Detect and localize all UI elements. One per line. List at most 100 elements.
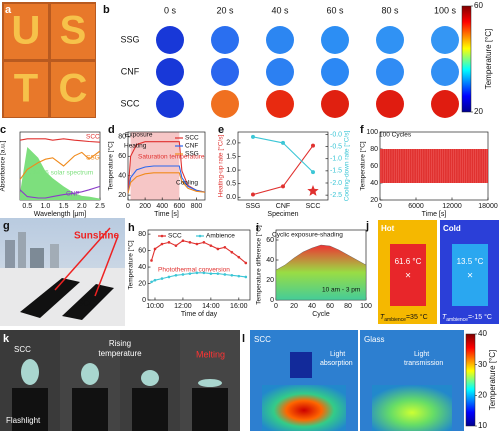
annotation: 100 Cycles — [379, 132, 412, 139]
x-tick-label: 200 — [139, 203, 151, 210]
letter-tiles: U S T C — [4, 4, 95, 117]
point — [188, 241, 192, 244]
colorbar-tick-label: 10 — [478, 421, 487, 430]
x-axis-label: Time [s] — [422, 211, 447, 218]
x-tick-label: 10:00 — [146, 303, 164, 310]
sample-disc — [156, 58, 184, 86]
y-tick-label: 100 — [366, 129, 378, 136]
sample-disc — [376, 26, 404, 54]
shape — [141, 370, 159, 386]
flashlight-photos — [0, 330, 240, 431]
y-tick-label: 1.0 — [226, 167, 236, 174]
y-tick-label: 20 — [118, 192, 126, 199]
legend-label: CNF — [185, 143, 198, 150]
ambient: Tambience=-15 °C — [442, 313, 492, 323]
y2-tick-label: -2.0 — [330, 180, 342, 187]
y-tick-label: 20 — [266, 277, 274, 284]
y-tick-label: 60 — [266, 237, 274, 244]
shape — [452, 244, 488, 306]
shape — [18, 232, 26, 270]
panel-label: f — [360, 124, 364, 136]
x-axis-label: Cycle — [312, 311, 330, 318]
point — [167, 241, 171, 244]
point — [223, 273, 227, 276]
annotation: Light — [414, 351, 429, 358]
point — [251, 134, 255, 139]
point — [244, 261, 248, 265]
y-tick-label: 60 — [138, 247, 146, 254]
shape — [50, 244, 59, 270]
y2-tick-label: -0.0 — [330, 131, 342, 138]
panel-label: a — [5, 4, 12, 16]
point — [202, 271, 206, 275]
series-label: AM1.5 solar spectrum — [30, 170, 93, 177]
point — [216, 247, 220, 251]
column-label: 100 s — [434, 5, 457, 15]
point — [167, 275, 171, 279]
marker: × — [467, 271, 473, 282]
y-tick-label: 0 — [270, 297, 274, 304]
colorbar-tick-label: 60 — [474, 1, 483, 10]
legend-dot — [198, 234, 202, 238]
panel-label: g — [3, 220, 10, 232]
point — [188, 272, 192, 275]
panel-label: h — [128, 222, 135, 234]
shape — [198, 379, 222, 387]
series-label: SSG — [86, 155, 100, 162]
series-label: CNF — [66, 191, 79, 198]
y-axis-label: Cooling-down rate [°C/s] — [343, 131, 351, 202]
column-label: 60 s — [326, 5, 344, 15]
y-tick-label: 60 — [370, 163, 378, 170]
x-axis-label: Time [s] — [154, 211, 179, 218]
panel-label: l — [242, 333, 245, 345]
area — [20, 147, 100, 200]
point — [237, 255, 241, 259]
x-tick-label: 600 — [173, 203, 185, 210]
annotation: Rising — [109, 339, 131, 348]
x-tick-label: 800 — [191, 203, 203, 210]
row-label: SSG — [120, 34, 139, 44]
x-tick-label: 40 — [308, 303, 316, 310]
y-tick-label: 20 — [138, 280, 146, 287]
legend-label: SCC — [185, 135, 199, 142]
panel-label: j — [365, 220, 369, 232]
x-tick-label: 12:00 — [174, 303, 192, 310]
legend-label: SSG — [185, 151, 199, 158]
sample-disc — [211, 58, 239, 86]
y-tick-label: 40 — [138, 264, 146, 271]
star — [307, 185, 319, 196]
point — [181, 273, 185, 276]
letter: U — [12, 9, 41, 53]
y2-tick-label: -2.5 — [330, 192, 342, 199]
panel-label: b — [103, 4, 110, 16]
annotation: 10 am - 3 pm — [322, 287, 360, 294]
point — [181, 239, 185, 243]
shape — [12, 388, 48, 431]
sample-disc — [431, 58, 459, 86]
y-axis-label: Heating-up rate [°C/s] — [217, 135, 225, 198]
x-tick-label: 0.5 — [22, 203, 32, 210]
x-tick-label: SCC — [306, 203, 321, 210]
cycle-band — [380, 149, 488, 183]
shape — [62, 284, 114, 320]
y-tick-label: 40 — [266, 257, 274, 264]
plot-frame — [147, 229, 251, 301]
x-axis-label: Wavelength [μm] — [34, 211, 86, 218]
legend-dot — [160, 234, 164, 238]
annotation: SCC — [14, 345, 31, 354]
x-tick-label: SSG — [246, 203, 261, 210]
x-axis-label: Specimen — [267, 211, 298, 218]
y-tick-label: 80 — [138, 231, 146, 238]
annotation: absorption — [320, 360, 353, 367]
colorbar-tick-label: 20 — [478, 390, 487, 399]
x-axis-label: Time of day — [181, 311, 218, 318]
point — [150, 280, 153, 284]
y-axis-label: Absorbance [a.u.] — [0, 140, 7, 191]
shape — [5, 240, 15, 270]
outdoor-photo — [0, 218, 125, 326]
annotation: Saturation temperature — [138, 154, 205, 161]
line — [127, 141, 206, 194]
symbol: T — [380, 314, 385, 321]
reading: 13.5 °C — [457, 257, 484, 266]
row-label: CNF — [121, 66, 140, 76]
